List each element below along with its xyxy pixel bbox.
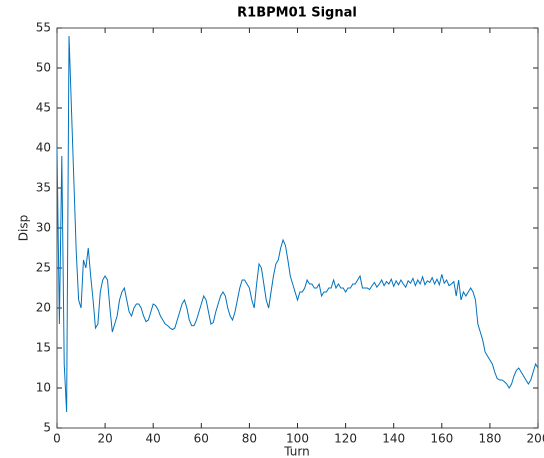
y-tick-label: 10 xyxy=(36,381,51,395)
y-tick-label: 30 xyxy=(36,221,51,235)
y-axis-label: Disp xyxy=(17,215,31,241)
x-tick-label: 120 xyxy=(334,432,357,446)
y-tick-label: 50 xyxy=(36,61,51,75)
y-tick-label: 25 xyxy=(36,261,51,275)
y-tick-label: 15 xyxy=(36,341,51,355)
x-tick-label: 160 xyxy=(430,432,453,446)
x-tick-label: 20 xyxy=(97,432,112,446)
y-tick-label: 55 xyxy=(36,21,51,35)
y-tick-label: 40 xyxy=(36,141,51,155)
x-tick-label: 80 xyxy=(242,432,257,446)
x-tick-label: 140 xyxy=(382,432,405,446)
y-tick-label: 5 xyxy=(43,421,51,435)
y-tick-label: 35 xyxy=(36,181,51,195)
x-tick-label: 60 xyxy=(194,432,209,446)
x-tick-label: 40 xyxy=(146,432,161,446)
plot-area xyxy=(56,27,539,429)
x-axis-label: Turn xyxy=(283,445,309,458)
chart-title: R1BPM01 Signal xyxy=(237,6,357,21)
x-tick-label: 100 xyxy=(286,432,309,446)
x-tick-label: 200 xyxy=(527,432,544,446)
y-tick-label: 20 xyxy=(36,301,51,315)
x-tick-label: 180 xyxy=(478,432,501,446)
y-tick-label: 45 xyxy=(36,101,51,115)
x-tick-label: 0 xyxy=(53,432,61,446)
data-line xyxy=(56,35,539,413)
